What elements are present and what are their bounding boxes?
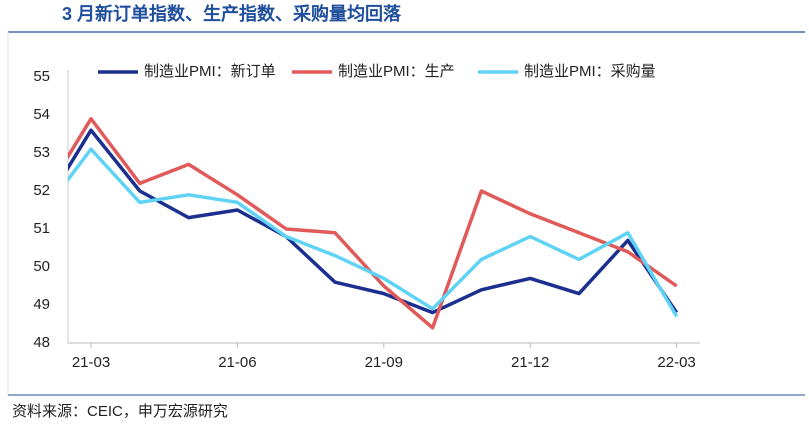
series-line [68,147,679,318]
series-line [68,128,679,315]
y-tick-label: 52 [33,182,50,199]
legend-label: 制造业PMI：生产 [338,63,455,80]
series-line [68,117,678,330]
y-tick-label: 54 [33,106,50,123]
x-tick-label: 21-09 [365,354,403,371]
source-note: 资料来源：CEIC，申万宏源研究 [12,403,228,420]
y-tick-label: 49 [33,296,50,313]
y-tick-label: 55 [33,68,50,85]
chart-title: 3 月新订单指数、生产指数、采购量均回落 [62,3,402,24]
y-tick-label: 53 [33,144,50,161]
y-tick-label: 48 [33,334,50,351]
x-tick-label: 21-03 [72,354,110,371]
legend-label: 制造业PMI：新订单 [144,63,276,80]
x-tick-label: 21-12 [511,354,549,371]
x-tick-label: 21-06 [218,354,256,371]
y-tick-label: 50 [33,258,50,275]
x-tick-label: 22-03 [657,354,695,371]
legend-label: 制造业PMI：采购量 [524,63,656,80]
plot-area [68,117,679,330]
y-tick-label: 51 [33,220,50,237]
